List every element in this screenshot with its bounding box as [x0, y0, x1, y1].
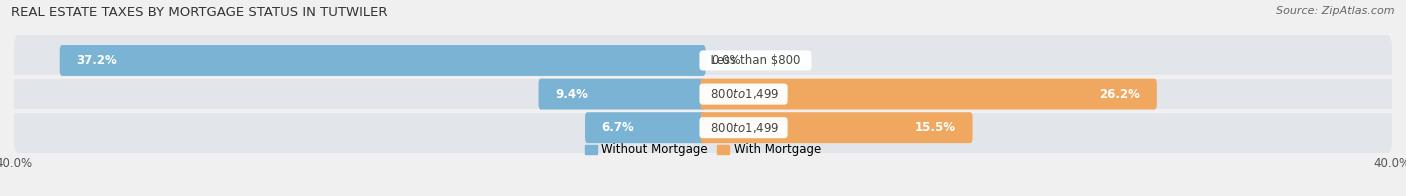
Text: 15.5%: 15.5% — [915, 121, 956, 134]
Legend: Without Mortgage, With Mortgage: Without Mortgage, With Mortgage — [581, 139, 825, 161]
FancyBboxPatch shape — [700, 112, 973, 143]
FancyBboxPatch shape — [14, 34, 1392, 87]
Text: 0.0%: 0.0% — [711, 54, 741, 67]
Text: 37.2%: 37.2% — [76, 54, 117, 67]
FancyBboxPatch shape — [14, 67, 1392, 121]
Text: REAL ESTATE TAXES BY MORTGAGE STATUS IN TUTWILER: REAL ESTATE TAXES BY MORTGAGE STATUS IN … — [11, 6, 388, 19]
FancyBboxPatch shape — [700, 79, 1157, 110]
Text: $800 to $1,499: $800 to $1,499 — [703, 87, 785, 101]
Text: Source: ZipAtlas.com: Source: ZipAtlas.com — [1277, 6, 1395, 16]
Text: 26.2%: 26.2% — [1099, 88, 1140, 101]
Text: 9.4%: 9.4% — [555, 88, 588, 101]
Text: $800 to $1,499: $800 to $1,499 — [703, 121, 785, 135]
FancyBboxPatch shape — [538, 79, 706, 110]
FancyBboxPatch shape — [14, 101, 1392, 155]
Text: 6.7%: 6.7% — [602, 121, 634, 134]
FancyBboxPatch shape — [585, 112, 706, 143]
FancyBboxPatch shape — [59, 45, 706, 76]
Text: Less than $800: Less than $800 — [703, 54, 808, 67]
